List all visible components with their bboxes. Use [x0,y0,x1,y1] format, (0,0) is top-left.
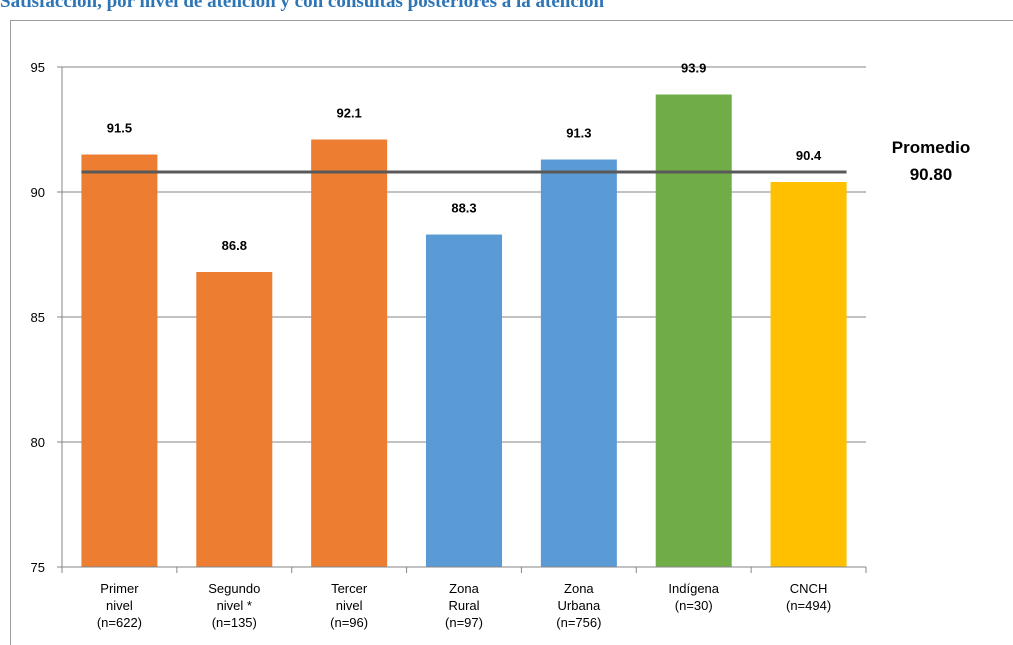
bar [655,94,732,567]
x-tick-label: Zona Urbana (n=756) [556,581,601,630]
x-tick-label-line: (n=96) [330,615,368,630]
bar [196,272,273,567]
x-tick-label-line: (n=97) [445,615,483,630]
x-tick-label-line: Urbana [558,598,601,613]
data-label: 93.9 [681,61,706,76]
y-tick-label: 85 [31,310,45,325]
x-tick-label-line: Primer [100,581,139,596]
y-tick-label: 80 [31,435,45,450]
data-label: 91.3 [566,126,591,141]
x-tick-label-line: (n=494) [786,598,831,613]
x-tick-label: Segundo nivel * (n=135) [208,581,260,630]
y-tick-label: 95 [31,60,45,75]
x-tick-label: Zona Rural (n=97) [445,581,483,630]
x-tick-label-line: Indígena [668,581,719,596]
bar [770,182,847,567]
x-tick-label: Primer nivel (n=622) [97,581,142,630]
average-value: 90.80 [910,165,953,184]
bar [81,154,158,567]
x-tick-label-line: (n=30) [675,598,713,613]
x-tick-label-line: (n=622) [97,615,142,630]
data-labels: 91.5 86.8 92.1 88.3 91.3 93.9 90.4 [107,61,822,254]
x-tick-label-line: Tercer [331,581,368,596]
data-label: 91.5 [107,121,132,136]
chart-frame [10,20,1013,645]
x-axis: Primer nivel (n=622) Segundo nivel * (n=135) T… [61,566,867,630]
x-tick-label: Indígena (n=30) [668,581,719,613]
average-label: Promedio [892,138,970,157]
x-tick-label: Tercer nivel (n=96) [330,581,368,630]
y-axis: 75 80 85 90 95 [31,60,63,575]
x-tick-label-line: Zona [449,581,479,596]
x-tick-label-line: Segundo [208,581,260,596]
data-label: 88.3 [451,201,476,216]
x-tick-label-line: (n=756) [556,615,601,630]
bar [426,234,502,567]
x-tick-label-line: nivel [106,598,133,613]
x-tick-label-line: nivel * [217,598,252,613]
x-tick-label-line: nivel [336,598,363,613]
bars [81,94,847,567]
x-tick-label-line: Zona [564,581,594,596]
x-tick-label-line: CNCH [790,581,828,596]
chart-title-cut: Satisfacción, por nivel de atención y co… [0,0,605,11]
y-tick-label: 90 [31,185,45,200]
x-tick-label-line: Rural [448,598,479,613]
x-tick-label: CNCH (n=494) [786,581,831,613]
data-label: 86.8 [222,238,247,253]
data-label: 90.4 [796,148,822,163]
bar [311,139,388,567]
y-tick-label: 75 [31,560,45,575]
data-label: 92.1 [336,106,361,121]
bar [540,159,617,567]
x-tick-label-line: (n=135) [212,615,257,630]
